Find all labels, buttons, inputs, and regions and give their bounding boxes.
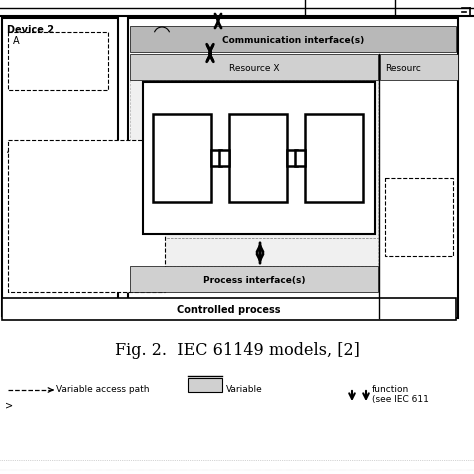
Bar [287,150,297,166]
Bar [2,298,456,320]
Bar [130,54,378,80]
Text: Variable access path: Variable access path [56,385,149,394]
Text: Variable: Variable [226,385,263,394]
Bar [153,114,211,202]
Bar [8,32,108,90]
Bar [130,26,456,52]
Bar [8,140,165,292]
Bar [143,82,375,234]
Text: Application B: Application B [7,145,81,155]
Bar [305,114,363,202]
Bar [211,150,221,166]
Bar [130,266,378,292]
Bar [128,18,458,318]
Text: Resource X: Resource X [229,64,279,73]
Bar [130,238,378,266]
Bar [219,150,229,166]
Text: Controlled process: Controlled process [177,305,281,315]
Text: Device 3: Device 3 [178,30,225,40]
Text: Process interface(s): Process interface(s) [203,275,305,284]
Bar [188,378,222,392]
Bar [385,178,453,256]
Bar [380,54,458,80]
Text: >: > [5,400,13,410]
Bar [229,114,287,202]
Text: function
(see IEC 611: function (see IEC 611 [372,385,429,404]
Text: Fig. 2.  IEC 61149 models, [2]: Fig. 2. IEC 61149 models, [2] [115,342,359,359]
Bar [295,150,305,166]
Text: Resourc: Resourc [385,64,421,73]
Text: A: A [13,36,19,46]
Text: Device 2: Device 2 [7,25,54,35]
Text: Communication interface(s): Communication interface(s) [222,36,364,45]
Text: Ap: Ap [390,185,403,195]
Bar [2,18,118,316]
Bar [130,80,378,238]
